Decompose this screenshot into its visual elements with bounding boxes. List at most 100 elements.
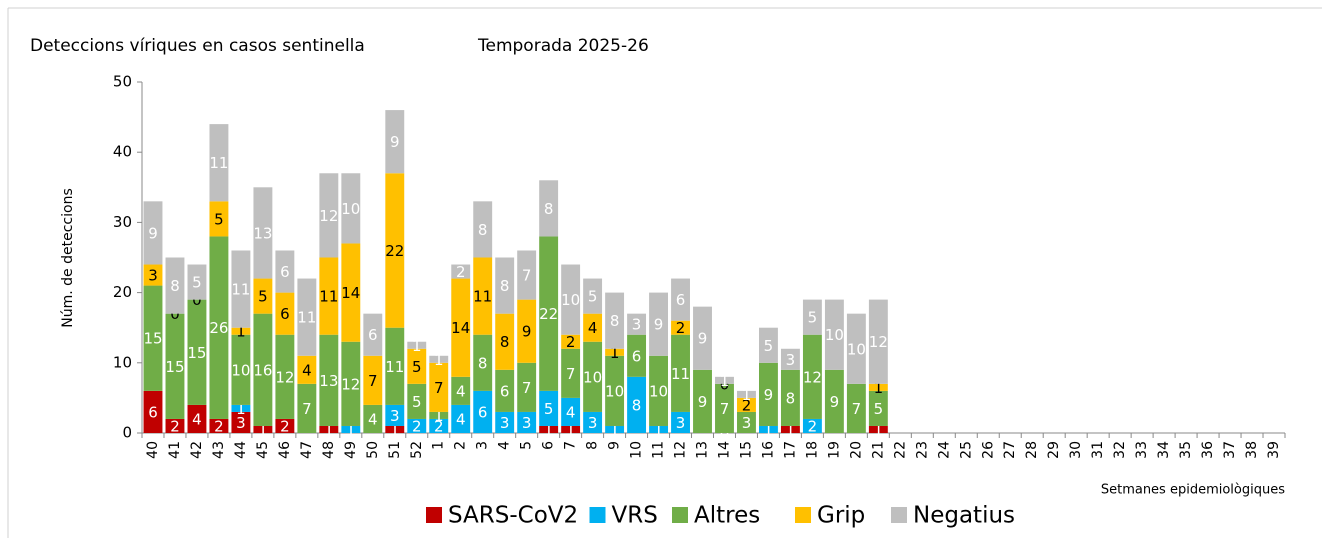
data-label: 8	[632, 396, 642, 414]
x-tick-label: 49	[343, 441, 359, 459]
data-label: 5	[412, 358, 422, 376]
data-label: 8	[500, 333, 510, 351]
data-label: 15	[143, 330, 162, 348]
bar-segment	[780, 425, 800, 433]
bar-segment	[561, 425, 581, 433]
data-label: 7	[566, 365, 576, 383]
data-label: 7	[302, 400, 312, 418]
data-label: 5	[874, 400, 884, 418]
legend-swatch	[795, 507, 811, 523]
data-label: 9	[764, 386, 774, 404]
bar-segment	[275, 292, 295, 335]
bar-segment	[671, 411, 690, 433]
bar-segment	[539, 236, 559, 391]
data-label: 8	[610, 312, 620, 330]
bar-segment	[495, 411, 515, 433]
x-tick-label: 47	[299, 441, 315, 459]
data-label: 11	[473, 288, 492, 306]
data-label: 22	[385, 242, 404, 260]
data-label: 3	[588, 414, 598, 432]
bar-segment	[583, 278, 603, 314]
bar-segment	[297, 355, 317, 384]
data-label: 0	[192, 291, 202, 309]
data-label: 2	[170, 417, 180, 435]
data-label: 11	[297, 309, 316, 327]
data-label: 8	[786, 389, 796, 407]
bar-segment	[539, 180, 559, 237]
bar-segment	[495, 257, 515, 314]
bar-segment	[868, 383, 888, 391]
bar-segment	[715, 383, 734, 433]
bar-segment	[187, 264, 207, 300]
data-label: 5	[588, 288, 598, 306]
bar-segment	[539, 390, 559, 426]
data-label: 13	[253, 224, 272, 242]
data-label: 5	[764, 337, 774, 355]
x-tick-label: 28	[1024, 441, 1040, 459]
data-label: 11	[209, 154, 228, 172]
x-tick-label: 41	[167, 441, 183, 459]
bar-segment	[451, 278, 471, 377]
bar-segment	[209, 236, 229, 419]
data-label: 10	[649, 382, 668, 400]
y-tick-label: 50	[113, 73, 132, 91]
data-label: 8	[500, 277, 510, 295]
data-label: 1	[544, 421, 554, 439]
data-label: 2	[214, 417, 224, 435]
bar-segment	[846, 383, 866, 433]
bar-segment	[143, 201, 163, 265]
bar-segment	[605, 425, 625, 433]
bar-segment	[824, 369, 844, 433]
bar-segment	[473, 257, 493, 335]
data-label: 0	[720, 375, 730, 393]
bar-segment	[385, 110, 405, 174]
data-label: 9	[390, 133, 400, 151]
data-label: 12	[319, 207, 338, 225]
data-label: 4	[456, 382, 466, 400]
data-label: 4	[456, 410, 466, 428]
x-tick-label: 7	[563, 441, 579, 450]
data-label: 4	[192, 410, 202, 428]
y-axis-label: Núm. de deteccions	[60, 188, 76, 327]
x-tick-label: 16	[760, 441, 776, 459]
bar-segment	[517, 411, 537, 433]
data-label: 9	[698, 330, 708, 348]
bar-segment	[319, 425, 339, 433]
legend-label: VRS	[612, 503, 658, 529]
data-label: 3	[632, 316, 642, 334]
x-tick-label: 1	[431, 441, 447, 450]
bar-segment	[780, 369, 800, 426]
bar-segment	[495, 369, 515, 412]
data-label: 5	[544, 400, 554, 418]
x-tick-label: 43	[211, 441, 227, 459]
data-label: 3	[786, 351, 796, 369]
bar-segment	[209, 201, 229, 237]
bar-segment	[627, 376, 647, 433]
data-label: 1	[786, 421, 796, 439]
data-label: 10	[231, 361, 250, 379]
bar-segment	[473, 201, 493, 258]
bar-segment	[231, 404, 251, 412]
bar-segment	[429, 355, 449, 363]
data-label: 11	[319, 288, 338, 306]
data-label: 1	[874, 379, 884, 397]
data-label: 1	[236, 323, 246, 341]
bar-segment	[671, 278, 690, 321]
x-tick-label: 34	[1156, 441, 1172, 459]
data-label: 5	[808, 309, 818, 327]
data-label: 2	[566, 333, 576, 351]
data-label: 10	[605, 382, 624, 400]
data-label: 1	[764, 421, 774, 439]
data-label: 9	[698, 393, 708, 411]
data-label: 0	[170, 305, 180, 323]
bar-segment	[253, 313, 273, 426]
legend-swatch	[672, 507, 688, 523]
data-label: 7	[368, 372, 378, 390]
bar-segment	[517, 299, 537, 363]
data-label: 4	[566, 403, 576, 421]
data-label: 7	[852, 400, 862, 418]
x-tick-label: 10	[629, 441, 645, 459]
data-label: 14	[451, 319, 470, 337]
bar-segment	[583, 341, 603, 412]
